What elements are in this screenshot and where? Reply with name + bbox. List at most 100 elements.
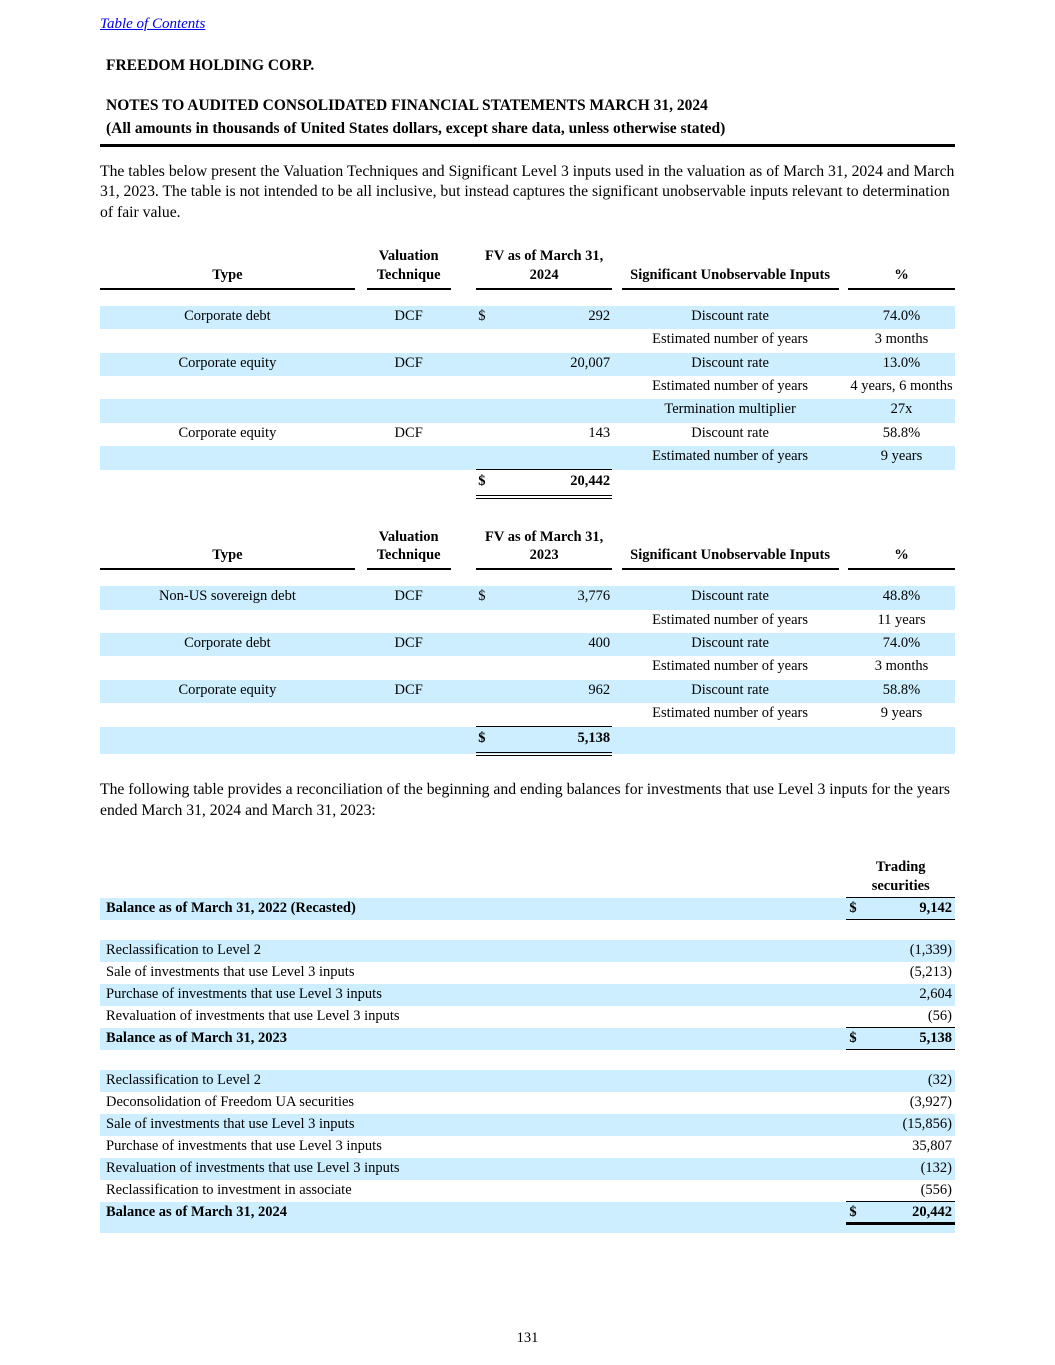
cell-percent: 9 years bbox=[848, 446, 955, 470]
cell-currency bbox=[476, 329, 502, 352]
table-row: Estimated number of years 3 months bbox=[100, 656, 955, 679]
reconciliation-table: Trading securities Balance as of March 3… bbox=[100, 858, 955, 1233]
cell-gap bbox=[355, 470, 367, 497]
cell-gap bbox=[836, 1069, 847, 1092]
cell-technique bbox=[366, 446, 451, 470]
cell-gap bbox=[451, 376, 477, 399]
cell-percent: 74.0% bbox=[848, 633, 955, 657]
cell-currency bbox=[476, 679, 502, 704]
cell-label: Sale of investments that use Level 3 inp… bbox=[106, 964, 355, 980]
cell-percent: 27x bbox=[848, 399, 955, 423]
cell-gap bbox=[450, 305, 477, 330]
cell-unobservable-input: Discount rate bbox=[621, 679, 839, 704]
cell-unobservable-input: Estimated number of years bbox=[652, 331, 808, 348]
title-line-2: (All amounts in thousands of United Stat… bbox=[106, 119, 726, 137]
cell-fair-value: 400 bbox=[501, 633, 613, 657]
cell-currency bbox=[846, 1157, 873, 1180]
cell-gap bbox=[836, 1201, 847, 1224]
cell-gap bbox=[450, 586, 477, 610]
table-row: Estimated number of years 9 years bbox=[100, 703, 955, 726]
cell-gap bbox=[355, 569, 367, 586]
col-gap bbox=[355, 247, 367, 289]
cell-gap bbox=[838, 633, 849, 657]
cell-gap bbox=[612, 423, 621, 446]
cell-percent: 58.8% bbox=[882, 424, 921, 441]
cell-currency bbox=[846, 1136, 873, 1158]
cell-empty bbox=[621, 726, 839, 754]
cell-gap bbox=[612, 679, 622, 704]
cell-currency bbox=[846, 962, 873, 984]
cell-currency bbox=[846, 1005, 873, 1029]
cell-gap bbox=[451, 329, 477, 352]
cell-gap bbox=[836, 1050, 846, 1070]
col-header-percent: % bbox=[848, 247, 955, 290]
cell-technique: DCF bbox=[366, 305, 451, 330]
table-row: Termination multiplier 27x bbox=[100, 399, 955, 423]
document-title: NOTES TO AUDITED CONSOLIDATED FINANCIAL … bbox=[106, 95, 955, 141]
cell-currency bbox=[476, 376, 502, 399]
valuation-total-row-2023: $ 5,138 bbox=[100, 726, 955, 756]
cell-currency bbox=[846, 1050, 873, 1070]
cell-fair-value bbox=[502, 569, 612, 586]
cell-gap bbox=[836, 897, 847, 920]
cell-label: Reclassification to Level 2 bbox=[100, 1069, 837, 1092]
company-name: FREEDOM HOLDING CORP. bbox=[106, 57, 315, 74]
cell-technique: DCF bbox=[366, 586, 451, 610]
col-gap bbox=[451, 247, 477, 289]
cell-type bbox=[100, 446, 355, 470]
total-fair-value: 5,138 bbox=[501, 726, 613, 756]
cell-percent: 3 months bbox=[874, 658, 929, 675]
cell-fair-value bbox=[501, 399, 613, 423]
cell-unobservable-input: Discount rate bbox=[621, 305, 839, 330]
valuation-total-row-2024: $ 20,442 bbox=[100, 469, 955, 499]
cell-gap bbox=[354, 446, 367, 470]
cell-amount: (132) bbox=[872, 1157, 955, 1180]
cell-gap bbox=[839, 703, 848, 726]
cell-gap bbox=[836, 920, 846, 940]
cell-gap bbox=[355, 423, 367, 446]
cell-gap bbox=[839, 423, 848, 446]
col-header-valuation-technique: Valuation Technique bbox=[366, 527, 451, 571]
cell-label: Sale of investments that use Level 3 inp… bbox=[100, 1113, 837, 1136]
table-row: Corporate debt DCF $292 Discount rate 74.0% bbox=[100, 305, 955, 330]
cell-gap bbox=[612, 703, 621, 726]
cell-type bbox=[100, 329, 355, 352]
cell-currency bbox=[846, 1069, 873, 1092]
cell-gap bbox=[612, 329, 621, 352]
cell-amount bbox=[872, 1223, 955, 1233]
cell-currency bbox=[846, 920, 873, 940]
cell-unobservable-input: Estimated number of years bbox=[652, 658, 808, 675]
col-gap bbox=[836, 858, 846, 897]
cell-gap bbox=[836, 983, 847, 1006]
cell-gap bbox=[839, 329, 848, 352]
cell-gap bbox=[839, 656, 848, 679]
cell-currency: $ bbox=[846, 897, 873, 921]
cell-percent bbox=[848, 289, 955, 306]
cell-type bbox=[100, 610, 355, 633]
cell-gap bbox=[612, 446, 622, 470]
cell-gap bbox=[839, 569, 848, 586]
cell-fair-value: 962 bbox=[501, 679, 613, 704]
col-header-percent: % bbox=[848, 527, 955, 571]
table-row: Estimated number of years 11 years bbox=[100, 610, 955, 633]
cell-gap bbox=[836, 1157, 847, 1180]
cell-technique bbox=[367, 329, 451, 352]
cell-label: Reclassification to investment in associ… bbox=[106, 1182, 352, 1198]
cell-unobservable-input: Estimated number of years bbox=[652, 611, 808, 628]
cell-gap bbox=[612, 305, 622, 330]
header-divider bbox=[100, 143, 955, 147]
cell-fair-value bbox=[502, 329, 612, 352]
cell-gap bbox=[836, 1113, 847, 1136]
cell-gap bbox=[355, 376, 367, 399]
cell-gap bbox=[612, 352, 622, 377]
cell-type bbox=[100, 656, 355, 679]
cell-amount bbox=[873, 1050, 955, 1070]
cell-currency: $ bbox=[476, 586, 502, 610]
cell-empty bbox=[367, 470, 451, 497]
cell-gap bbox=[451, 423, 477, 446]
cell-gap bbox=[836, 962, 846, 984]
table-of-contents-link[interactable]: Table of Contents bbox=[100, 16, 206, 32]
cell-type: Corporate debt bbox=[100, 305, 355, 330]
cell-gap bbox=[354, 352, 367, 377]
